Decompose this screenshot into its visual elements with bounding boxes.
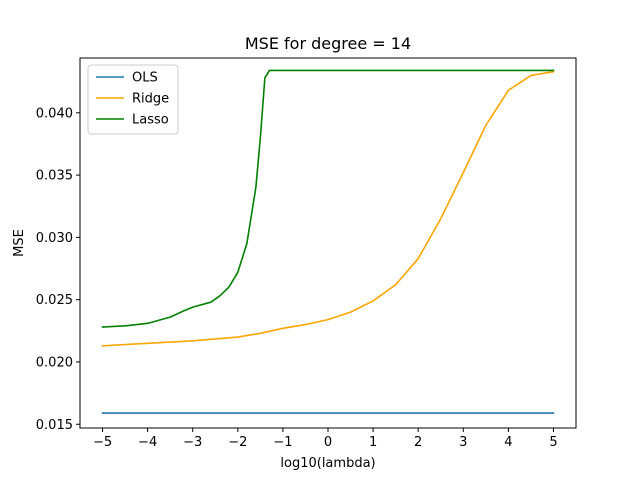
series-line-ridge — [101, 70, 555, 347]
x-tick-label: 4 — [504, 435, 512, 450]
x-axis: −5 −4 −3 −2 −1 0 1 2 3 4 5 — [93, 428, 558, 450]
legend: OLS Ridge Lasso — [87, 64, 179, 135]
y-tick-label: 0.025 — [36, 293, 73, 308]
x-tick-label: −5 — [93, 435, 112, 450]
x-tick-label: 5 — [549, 435, 557, 450]
y-tick-label: 0.040 — [36, 106, 73, 121]
x-tick-label: 2 — [414, 435, 422, 450]
y-tick-label: 0.030 — [36, 231, 73, 246]
y-tick-label: 0.035 — [36, 169, 73, 184]
x-tick-label: −2 — [228, 435, 247, 450]
x-axis-label: log10(lambda) — [280, 456, 375, 471]
legend-label-ols: OLS — [132, 71, 158, 86]
x-tick-label: −1 — [273, 435, 292, 450]
legend-label-ridge: Ridge — [132, 92, 169, 107]
legend-label-lasso: Lasso — [132, 113, 169, 128]
y-axis: 0.015 0.020 0.025 0.030 0.035 0.040 — [36, 106, 80, 433]
y-axis-label: MSE — [12, 229, 27, 257]
series-line-lasso — [101, 69, 555, 328]
y-tick-label: 0.015 — [36, 418, 73, 433]
y-tick-label: 0.020 — [36, 355, 73, 370]
x-tick-label: 0 — [324, 435, 332, 450]
x-tick-label: −4 — [138, 435, 157, 450]
x-tick-label: 1 — [369, 435, 377, 450]
series-layer — [101, 69, 555, 414]
chart-title: MSE for degree = 14 — [245, 34, 411, 53]
x-tick-label: 3 — [459, 435, 467, 450]
legend-box — [87, 64, 179, 135]
x-tick-label: −3 — [183, 435, 202, 450]
